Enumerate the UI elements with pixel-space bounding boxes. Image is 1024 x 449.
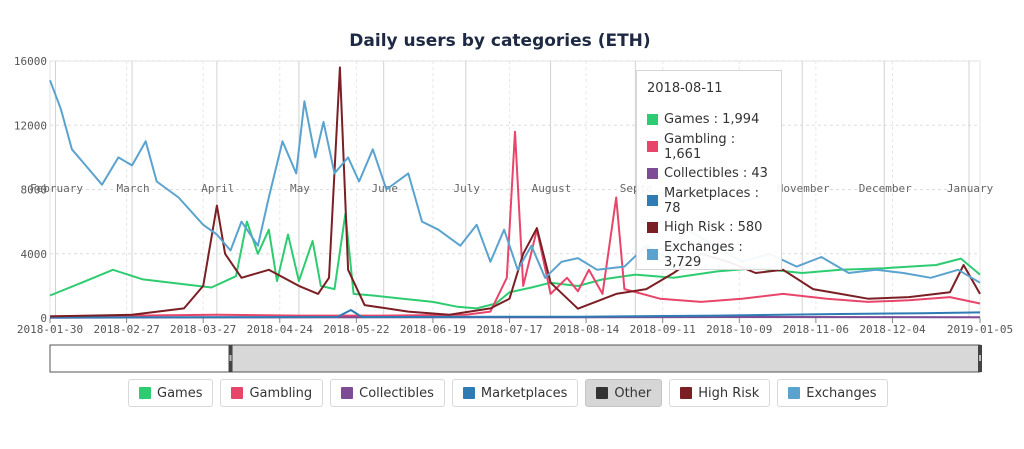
tooltip-swatch — [647, 249, 658, 260]
legend-label: Collectibles — [359, 385, 434, 401]
legend-swatch — [596, 387, 609, 399]
legend-item-high-risk[interactable]: High Risk — [669, 379, 771, 407]
y-tick-label: 16000 — [14, 55, 47, 68]
y-tick-label: 4000 — [21, 248, 48, 261]
legend-item-games[interactable]: Games — [128, 379, 214, 407]
legend-swatch — [341, 387, 354, 399]
tooltip-label: Exchanges : 3,729 — [664, 239, 743, 270]
legend-label: Games — [157, 385, 203, 401]
legend-item-exchanges[interactable]: Exchanges — [777, 379, 888, 407]
legend-label: Gambling — [249, 385, 313, 401]
series-line-exchanges — [49, 79, 981, 284]
month-label: August — [532, 182, 572, 195]
legend-swatch — [231, 387, 244, 399]
tooltip-row-collectibles: Collectibles : 43 — [647, 160, 771, 187]
tooltip-label: Marketplaces : 78 — [664, 185, 759, 216]
x-tick-label: 2018-02-27 — [93, 323, 159, 336]
range-navigator[interactable] — [49, 344, 982, 373]
x-tick-label: 2018-07-17 — [476, 323, 542, 336]
y-tick-label: 0 — [40, 312, 47, 325]
x-tick-label: 2018-04-24 — [247, 323, 314, 336]
tooltip-swatch — [647, 195, 658, 206]
month-label: July — [454, 182, 481, 195]
series-line-high-risk — [49, 66, 981, 318]
x-tick-label: 2018-06-19 — [400, 323, 466, 336]
legend-item-gambling[interactable]: Gambling — [220, 379, 324, 407]
x-tick-label: 2018-01-30 — [17, 323, 83, 336]
axes: 0 4000 8000 12000 16000 2018-01-30 2018-02-27 2… — [14, 55, 1013, 336]
series-line-marketplaces — [49, 309, 981, 319]
legend-item-other[interactable]: Other — [585, 379, 663, 407]
tooltip-date: 2018-08-11 — [647, 81, 723, 96]
x-tick-label: 2018-12-04 — [859, 323, 926, 336]
series-line-gambling — [49, 130, 981, 318]
legend-label: Other — [614, 385, 652, 401]
navigator-window — [230, 344, 981, 373]
tooltip-row-gambling: Gambling : 1,661 — [647, 131, 771, 162]
legend-label: Marketplaces — [480, 385, 568, 401]
tooltip-row-marketplaces: Marketplaces : 78 — [647, 185, 771, 216]
legend-swatch — [139, 387, 151, 399]
tooltip-label: High Risk : 580 — [664, 220, 763, 235]
legend-swatch — [462, 387, 475, 399]
x-tick-label: 2018-09-11 — [630, 323, 696, 336]
hover-tooltip: 2018-08-11 Games : 1,994 Gambling : 1,66… — [636, 70, 782, 270]
legend-swatch — [680, 387, 693, 399]
legend-label: High Risk — [698, 385, 760, 401]
navigator-handle-grip — [229, 355, 232, 361]
x-tick-label: 2018-11-06 — [783, 323, 849, 336]
tooltip-label: Games : 1,994 — [664, 112, 760, 127]
tooltip-label: Gambling : 1,661 — [664, 131, 736, 162]
y-tick-label: 12000 — [14, 119, 47, 132]
x-tick-label: 2018-10-09 — [706, 323, 772, 336]
chart-title: Daily users by categories (ETH) — [349, 31, 650, 51]
legend: Games Gambling Collectibles Marketplaces… — [128, 379, 888, 407]
month-label: December — [859, 182, 912, 195]
month-label: November — [777, 182, 830, 195]
tooltip-row-exchanges: Exchanges : 3,729 — [647, 239, 771, 270]
month-label: January — [947, 182, 994, 195]
month-label: March — [116, 182, 149, 195]
month-label: February — [30, 182, 83, 195]
navigator-handle-grip — [979, 355, 981, 361]
month-label: May — [290, 182, 310, 195]
tooltip-swatch — [647, 141, 658, 152]
x-tick-label: 2018-03-27 — [170, 323, 236, 336]
tooltip-swatch — [647, 114, 658, 125]
x-tick-label: 2018-05-22 — [323, 323, 389, 336]
legend-swatch — [788, 387, 801, 399]
x-tick-label: 2019-01-05 — [947, 323, 1013, 336]
tooltip-label: Collectibles : 43 — [664, 166, 768, 181]
tooltip-swatch — [647, 222, 658, 233]
series-lines — [49, 66, 981, 319]
month-label: April — [201, 182, 234, 195]
tooltip-swatch — [647, 168, 658, 179]
x-tick-label: 2018-08-14 — [553, 323, 620, 336]
tooltip-row-high-risk: High Risk : 580 — [647, 214, 771, 241]
legend-item-marketplaces[interactable]: Marketplaces — [451, 379, 579, 407]
tooltip-row-games: Games : 1,994 — [647, 106, 771, 133]
legend-item-collectibles[interactable]: Collectibles — [330, 379, 445, 407]
y-tick-label: 8000 — [21, 184, 48, 197]
legend-label: Exchanges — [806, 385, 877, 401]
